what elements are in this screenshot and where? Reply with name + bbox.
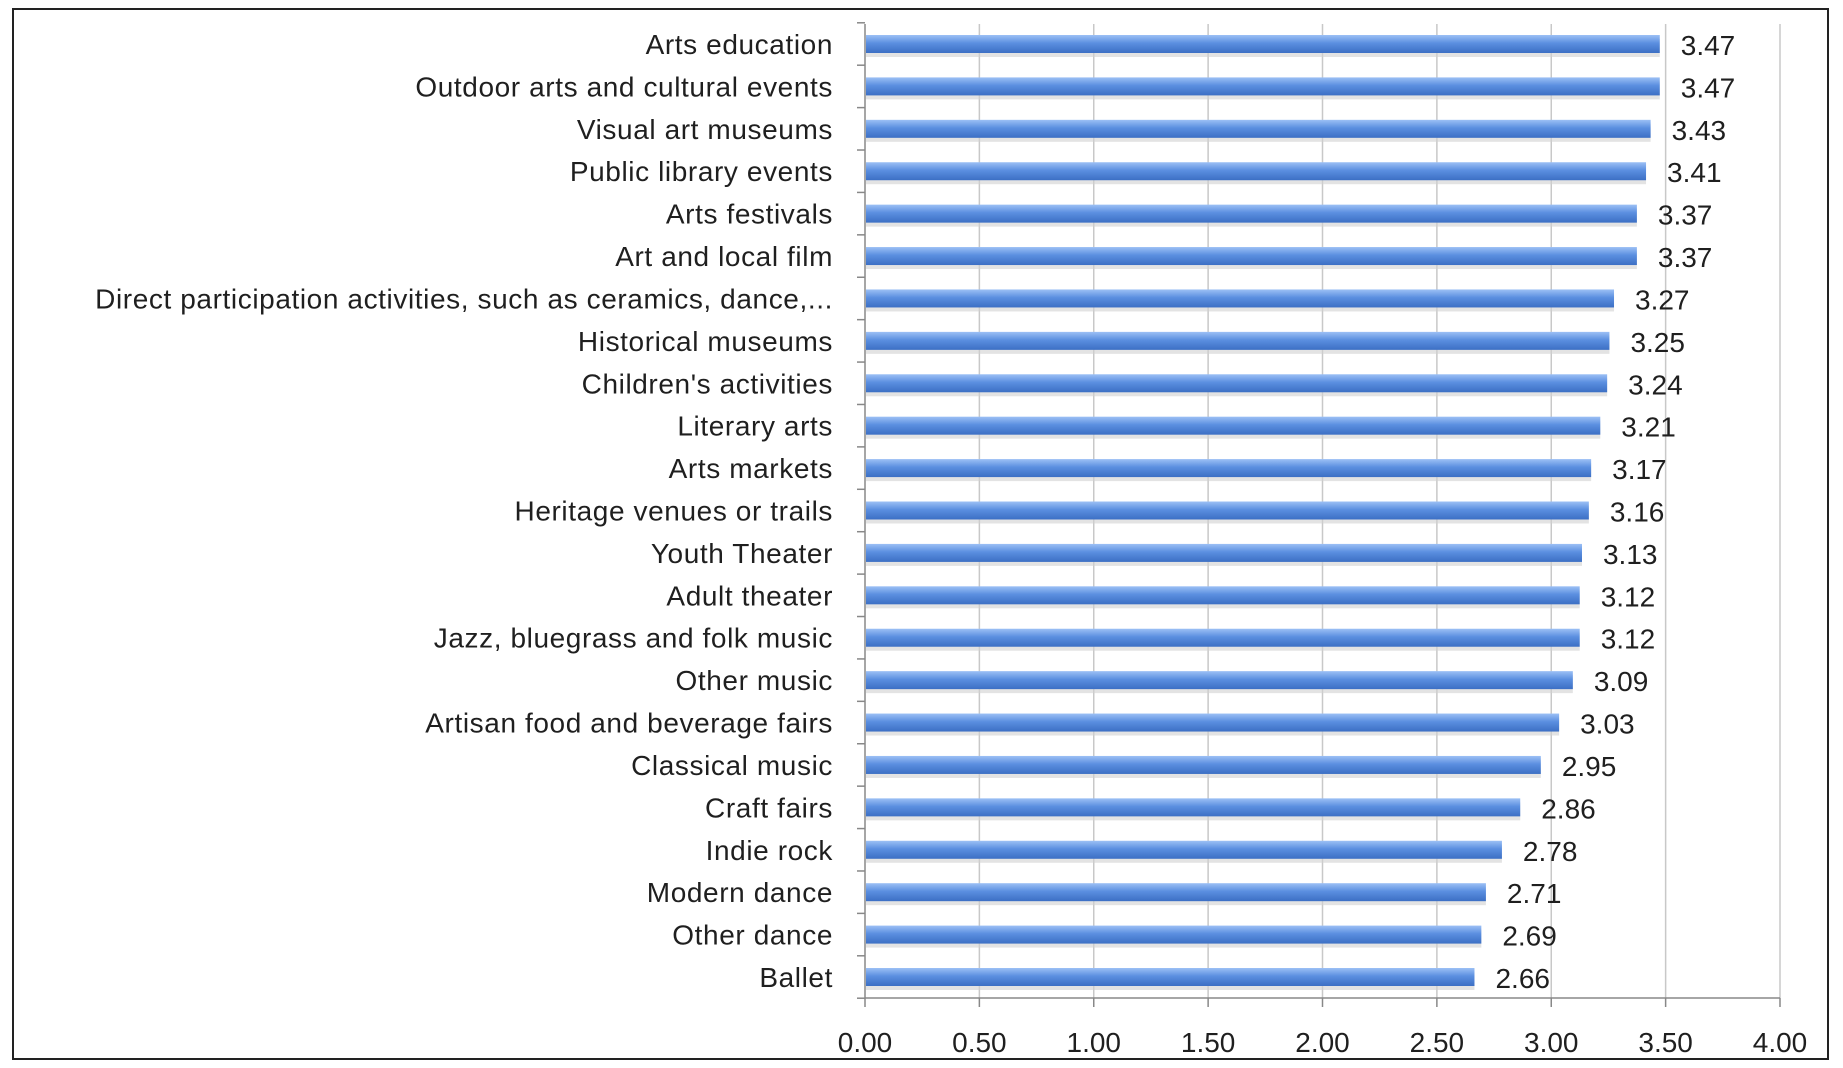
x-tick-label: 3.00 [1524,1027,1579,1058]
category-label: Art and local film [615,241,833,272]
bar [866,162,1647,181]
category-label: Literary arts [677,411,833,442]
x-tick-label: 2.50 [1410,1027,1465,1058]
category-label: Visual art museums [577,114,833,145]
value-label: 3.47 [1681,72,1736,103]
labels: 0.00 0.50 1.00 1.50 2.00 2.50 3.00 3.50 4.00 Arts… [95,29,1807,1058]
x-tick-label: 2.00 [1295,1027,1350,1058]
bar [866,331,1610,350]
category-label: Outdoor arts and cultural events [415,71,833,102]
x-tick-label: 3.50 [1638,1027,1693,1058]
bar [866,543,1582,562]
category-label: Classical music [631,750,833,781]
bar [866,925,1482,944]
bar [866,586,1580,605]
category-label: Adult theater [666,580,833,611]
bar [866,671,1573,690]
bar [866,416,1601,435]
bar [866,755,1541,774]
category-label: Public library events [570,156,833,187]
value-label: 3.43 [1672,115,1727,146]
bar [866,247,1637,266]
bar [866,968,1475,986]
category-label: Jazz, bluegrass and folk music [434,623,833,654]
value-label: 2.71 [1507,878,1562,909]
bar [866,798,1521,817]
value-label: 3.25 [1630,327,1685,358]
bar [866,883,1486,902]
category-label: Arts festivals [666,199,833,230]
category-label: Craft fairs [705,792,833,823]
category-label: Direct participation activities, such as… [95,283,833,314]
x-tick-label: 0.50 [952,1027,1007,1058]
bar [866,119,1651,138]
category-label: Arts markets [669,453,833,484]
value-label: 3.24 [1628,369,1683,400]
bar [866,77,1660,96]
bar [866,35,1660,53]
value-label: 2.66 [1495,963,1550,994]
bar [866,840,1502,859]
value-label: 3.16 [1610,497,1665,528]
category-label: Artisan food and beverage fairs [425,708,833,739]
x-tick-label: 1.00 [1067,1027,1122,1058]
category-label: Modern dance [647,877,833,908]
category-label: Youth Theater [651,538,833,569]
x-tick-label: 1.50 [1181,1027,1236,1058]
category-label: Arts education [646,29,833,60]
value-label: 3.37 [1658,242,1713,273]
category-label: Children's activities [582,368,833,399]
value-label: 2.69 [1502,921,1557,952]
category-label: Ballet [759,962,833,993]
category-label: Other music [675,665,833,696]
value-label: 3.13 [1603,539,1658,570]
bar [866,289,1615,308]
value-label: 3.17 [1612,454,1667,485]
value-label: 3.12 [1601,624,1656,655]
bar [866,628,1580,647]
value-label: 3.21 [1621,412,1676,443]
value-label: 3.09 [1594,666,1649,697]
bar [866,459,1592,478]
value-label: 3.27 [1635,284,1690,315]
value-label: 3.47 [1681,30,1736,61]
value-label: 2.95 [1562,751,1617,782]
bar [866,374,1608,393]
category-label: Historical museums [578,326,833,357]
x-tick-label: 0.00 [838,1027,893,1058]
value-label: 3.12 [1601,581,1656,612]
bar [866,204,1637,223]
bar [866,713,1560,732]
value-label: 2.78 [1523,836,1578,867]
category-label: Indie rock [706,835,834,866]
x-tick-label: 4.00 [1753,1027,1808,1058]
value-label: 2.86 [1541,793,1596,824]
bar [866,501,1589,520]
value-label: 3.41 [1667,157,1722,188]
axes [857,22,1781,1007]
category-label: Other dance [672,920,833,951]
value-label: 3.37 [1658,200,1713,231]
value-label: 3.03 [1580,709,1635,740]
category-label: Heritage venues or trails [515,496,833,527]
bars [866,35,1660,990]
